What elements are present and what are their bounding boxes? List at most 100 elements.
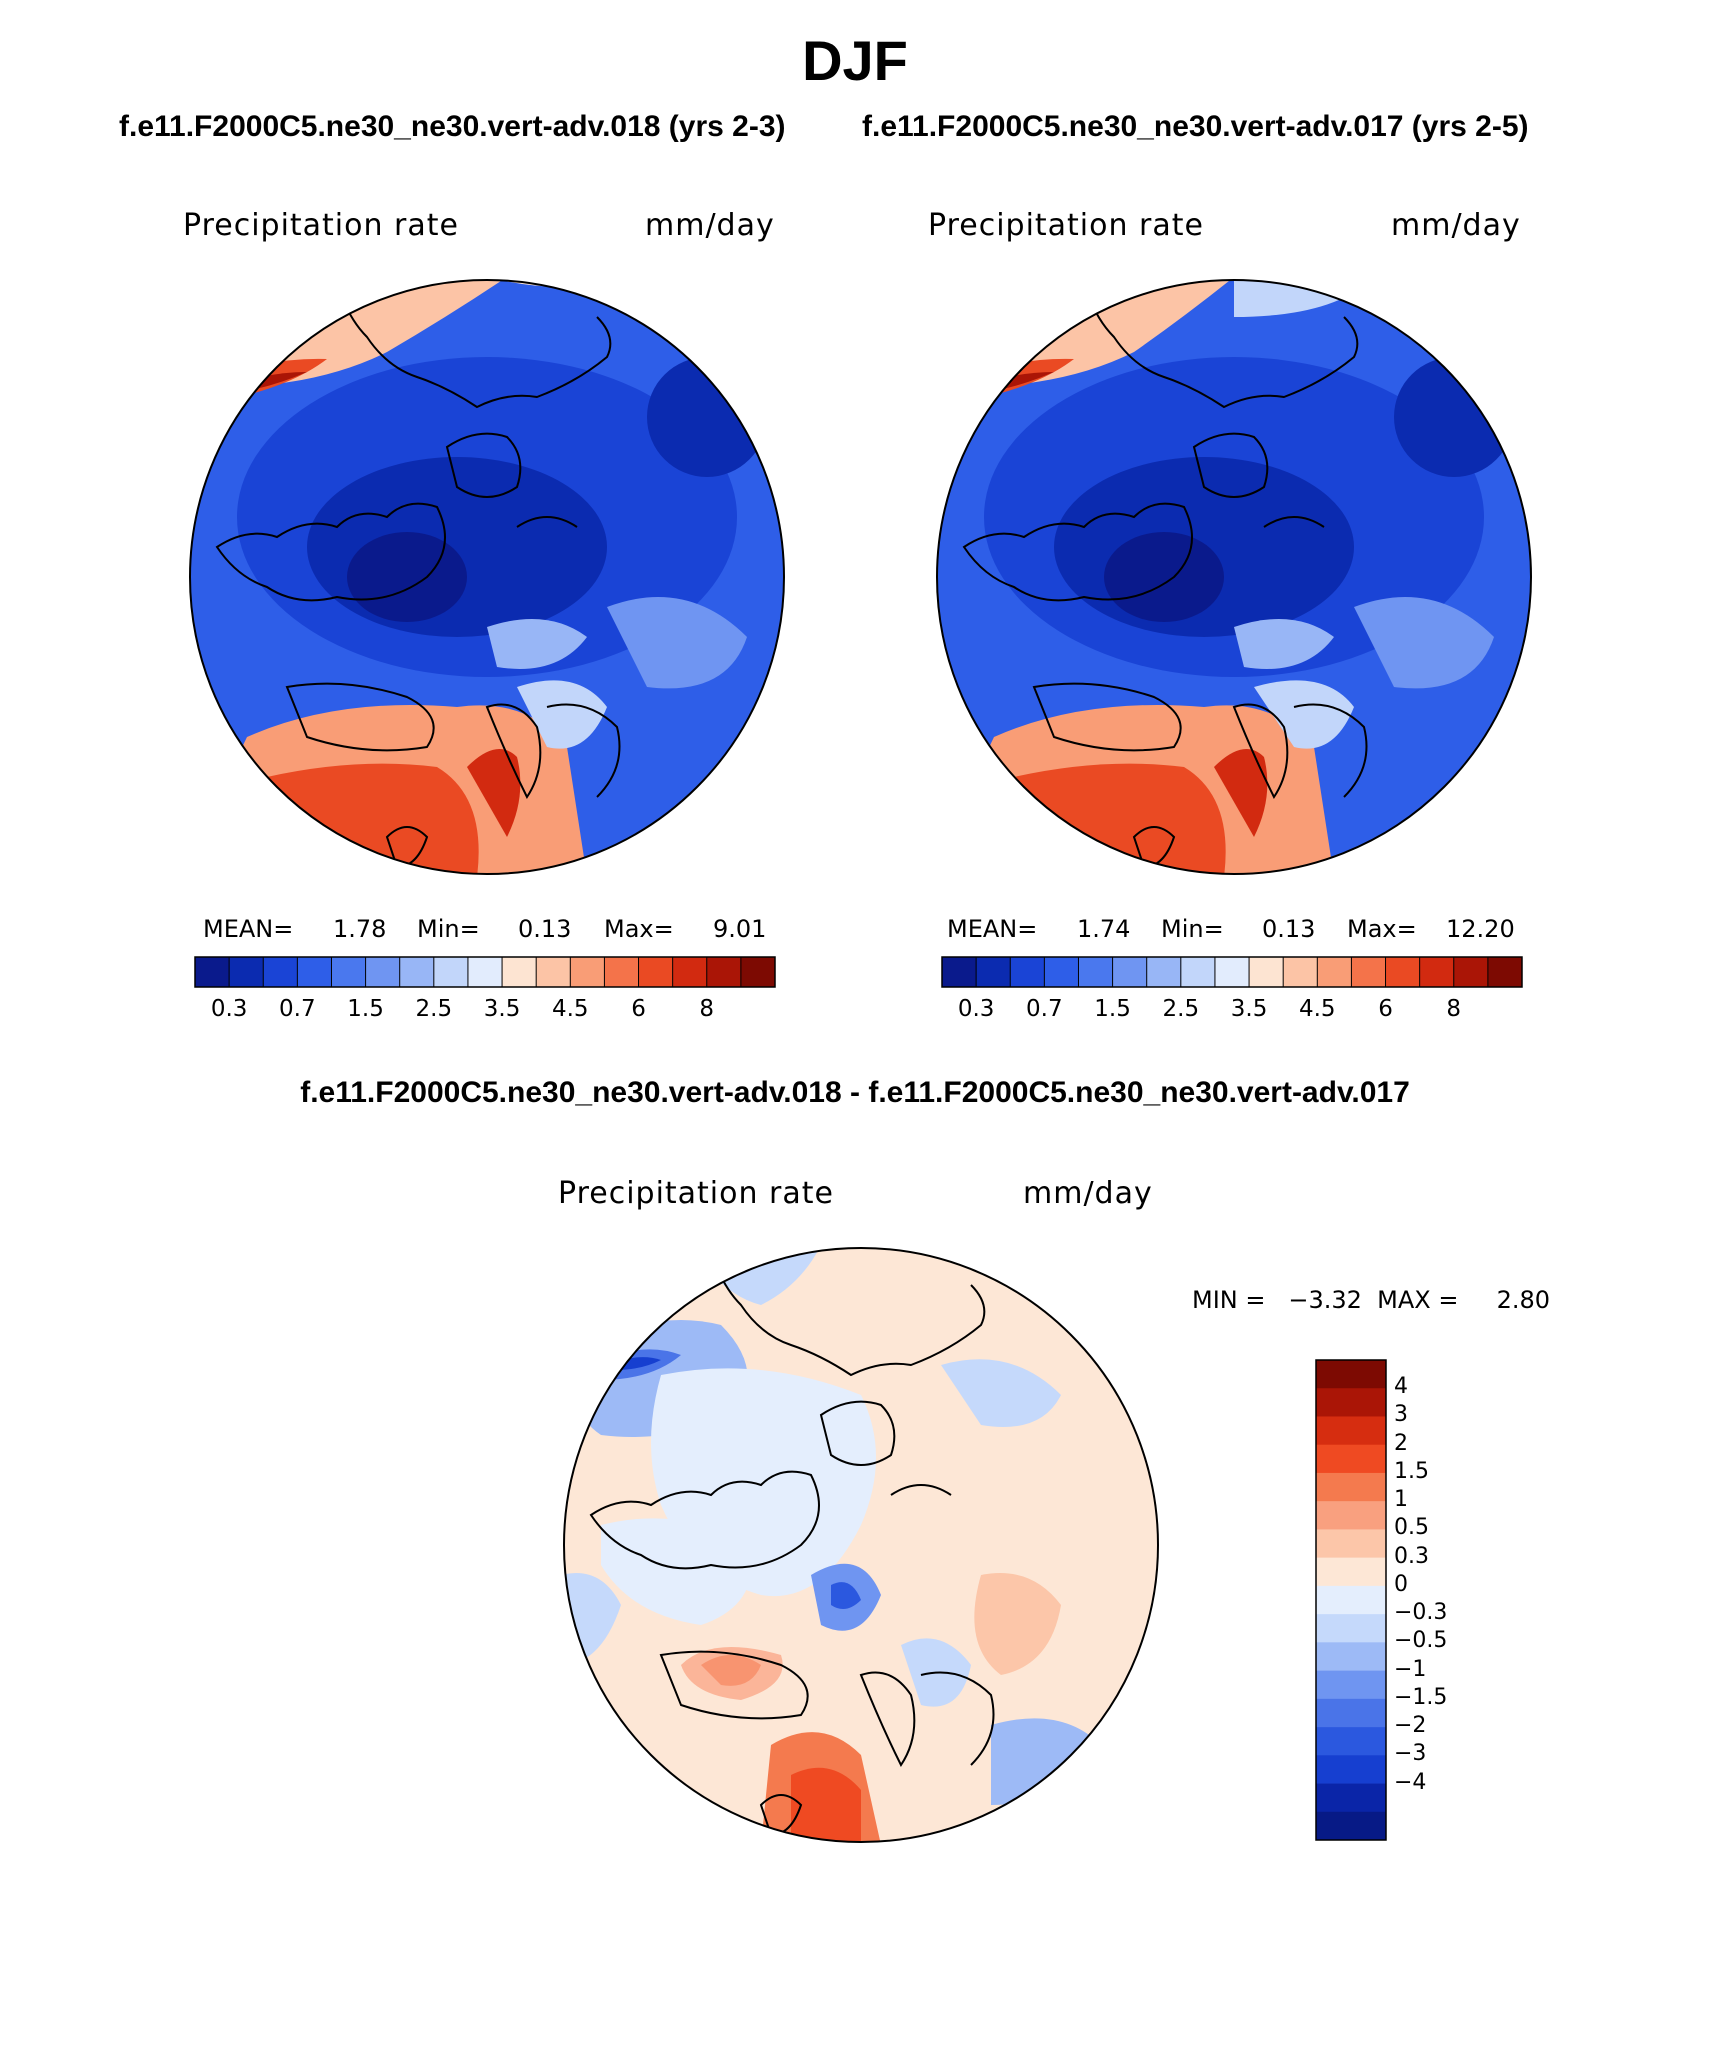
colorbar-tick-label: −2	[1394, 1713, 1427, 1739]
colorbar-swatch	[1487, 957, 1523, 987]
colorbar-swatch	[195, 957, 230, 987]
colorbar-tick-label: 2.5	[1162, 996, 1200, 1022]
colorbar-swatch	[433, 957, 469, 987]
colorbar-swatch	[1112, 957, 1148, 987]
left-variable-label: Precipitation rate	[183, 208, 459, 243]
left-mean-label: MEAN=	[203, 915, 294, 943]
case-label-right: f.e11.F2000C5.ne30_ne30.vert-adv.017 (yr…	[862, 110, 1529, 143]
left-max-value: 9.01	[713, 915, 767, 943]
colorbar-swatch	[229, 957, 264, 987]
colorbar-tick-label: 0.3	[957, 996, 995, 1022]
colorbar-tick-label: 1.5	[1094, 996, 1131, 1022]
colorbar-swatch	[1351, 957, 1386, 987]
colorbar-swatch	[1316, 1783, 1386, 1813]
colorbar-tick-label: −1	[1394, 1656, 1427, 1682]
left-polar-map	[189, 279, 785, 875]
colorbar-swatch	[1316, 1585, 1386, 1615]
colorbar-tick-label: 4.5	[1298, 996, 1336, 1022]
colorbar-swatch	[297, 957, 332, 987]
left-max-label: Max=	[604, 915, 674, 943]
right-max-label: Max=	[1347, 915, 1417, 943]
left-colorbar-ticks: 0.3 0.7 1.5 2.5 3.5 4.5 6 8	[195, 996, 775, 1026]
right-max-value: 12.20	[1446, 915, 1515, 943]
colorbar-tick-label: 0.3	[1394, 1543, 1429, 1569]
colorbar-swatch	[1316, 1614, 1386, 1643]
colorbar-swatch	[1316, 1529, 1386, 1558]
colorbar-swatch	[1146, 957, 1182, 987]
colorbar-border	[194, 956, 776, 988]
colorbar-swatch	[1316, 1811, 1386, 1841]
colorbar-tick-label: −0.5	[1394, 1628, 1448, 1654]
colorbar-swatch	[638, 957, 673, 987]
left-units-label: mm/day	[645, 208, 775, 243]
colorbar-swatch	[604, 957, 639, 987]
colorbar-swatch	[1283, 957, 1318, 987]
colorbar-swatch	[1453, 957, 1489, 987]
right-mean-label: MEAN=	[947, 915, 1038, 943]
left-min-value: 0.13	[518, 915, 572, 943]
right-polar-map	[936, 279, 1532, 875]
diff-units-label: mm/day	[1023, 1176, 1153, 1211]
colorbar-tick-label: 1	[1394, 1487, 1408, 1513]
colorbar-tick-label: 4.5	[551, 996, 589, 1022]
colorbar-swatch	[467, 957, 503, 987]
diff-minmax-label: MIN = −3.32 MAX = 2.80	[1192, 1286, 1551, 1314]
colorbar-swatch	[331, 957, 366, 987]
colorbar-swatch	[1316, 1698, 1386, 1728]
colorbar-tick-label: 0.5	[1394, 1515, 1429, 1541]
colorbar-swatch	[1316, 1642, 1386, 1671]
colorbar-swatch	[1316, 1727, 1386, 1756]
left-min-label: Min=	[417, 915, 480, 943]
colorbar-swatch	[1010, 957, 1045, 987]
colorbar-swatch	[1316, 1416, 1386, 1446]
right-colorbar-ticks: 0.3 0.7 1.5 2.5 3.5 4.5 6 8	[942, 996, 1522, 1026]
colorbar-swatch	[1316, 1501, 1386, 1530]
colorbar-tick-label: 2.5	[415, 996, 453, 1022]
colorbar-tick-label: 8	[699, 996, 715, 1022]
difference-colorbar-ticks: 4 3 2 1.5 1 0.5 0.3 0 −0.3 −0.5 −1 −1.5 −2 −3 −4	[1394, 1360, 1514, 1840]
colorbar-swatch	[1316, 1472, 1386, 1502]
colorbar-swatch	[1385, 957, 1420, 987]
colorbar-swatch	[1316, 1388, 1386, 1417]
colorbar-tick-label: −1.5	[1394, 1684, 1448, 1710]
colorbar-tick-label: 1.5	[347, 996, 384, 1022]
right-min-value: 0.13	[1262, 915, 1316, 943]
colorbar-swatch	[263, 957, 298, 987]
difference-title: f.e11.F2000C5.ne30_ne30.vert-adv.018 - f…	[300, 1076, 1410, 1109]
colorbar-tick-label: −4	[1394, 1769, 1427, 1795]
colorbar-swatch	[672, 957, 708, 987]
colorbar-swatch	[1044, 957, 1079, 987]
colorbar-swatch	[536, 957, 571, 987]
diff-variable-label: Precipitation rate	[558, 1176, 834, 1211]
colorbar-swatch	[1249, 957, 1284, 987]
colorbar-tick-label: −3	[1394, 1741, 1427, 1767]
case-label-left: f.e11.F2000C5.ne30_ne30.vert-adv.018 (yr…	[119, 110, 786, 143]
right-mean-value: 1.74	[1077, 915, 1131, 943]
colorbar-swatch	[1419, 957, 1455, 987]
figure-title: DJF	[802, 29, 908, 92]
left-colorbar	[194, 956, 776, 988]
colorbar-swatch	[1180, 957, 1216, 987]
colorbar-swatch	[1316, 1670, 1386, 1700]
right-colorbar	[941, 956, 1523, 988]
difference-colorbar	[1315, 1359, 1387, 1841]
colorbar-tick-label: 0.3	[210, 996, 248, 1022]
colorbar-swatch	[976, 957, 1011, 987]
colorbar-border	[1315, 1359, 1387, 1841]
difference-polar-map	[563, 1247, 1159, 1843]
colorbar-swatch	[502, 957, 537, 987]
colorbar-tick-label: 0	[1394, 1571, 1408, 1597]
colorbar-swatch	[1317, 957, 1352, 987]
colorbar-swatch	[740, 957, 776, 987]
right-min-label: Min=	[1161, 915, 1224, 943]
right-variable-label: Precipitation rate	[928, 208, 1204, 243]
colorbar-tick-label: 2	[1394, 1430, 1408, 1456]
colorbar-border	[941, 956, 1523, 988]
colorbar-swatch	[1316, 1755, 1386, 1784]
colorbar-swatch	[706, 957, 742, 987]
colorbar-tick-label: 3.5	[483, 996, 521, 1022]
colorbar-swatch	[1316, 1360, 1386, 1389]
colorbar-tick-label: 0.7	[1026, 996, 1063, 1022]
colorbar-tick-label: 8	[1446, 996, 1462, 1022]
colorbar-tick-label: 6	[1378, 996, 1393, 1022]
